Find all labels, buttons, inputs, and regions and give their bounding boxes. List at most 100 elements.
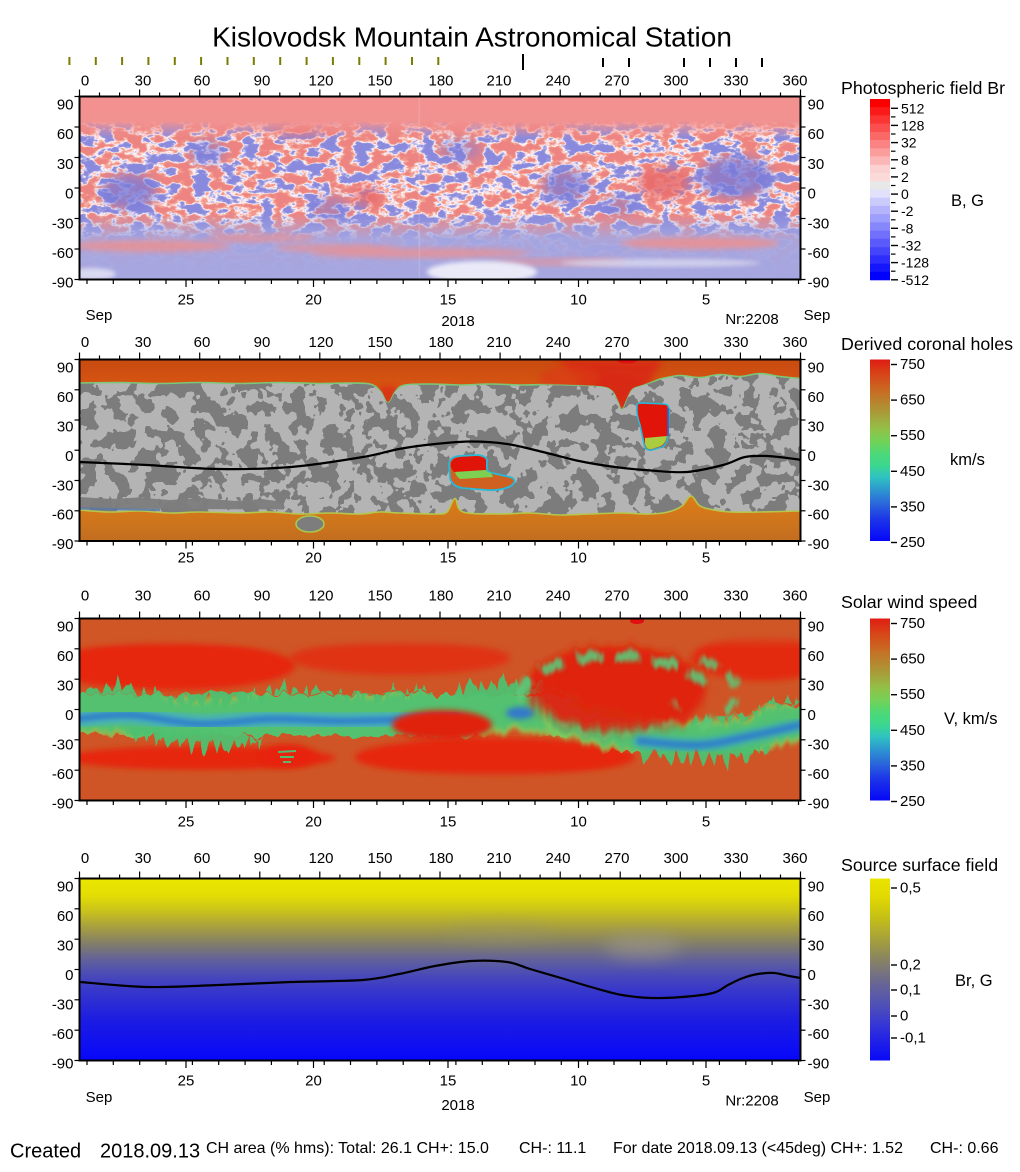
svg-text:30: 30	[808, 678, 825, 695]
svg-text:60: 60	[57, 389, 74, 406]
svg-text:15: 15	[440, 292, 457, 309]
svg-text:20: 20	[305, 1073, 322, 1090]
svg-text:20: 20	[305, 292, 322, 309]
svg-text:km/s: km/s	[950, 451, 985, 469]
svg-text:25: 25	[178, 1073, 195, 1090]
svg-text:2: 2	[901, 169, 909, 185]
svg-text:Created: Created	[10, 1141, 81, 1163]
svg-text:30: 30	[135, 73, 152, 90]
svg-text:V, km/s: V, km/s	[944, 710, 998, 728]
svg-text:180: 180	[428, 334, 453, 351]
svg-text:2018: 2018	[441, 313, 474, 330]
svg-text:330: 330	[723, 334, 748, 351]
svg-text:-60: -60	[808, 507, 830, 524]
svg-text:-60: -60	[52, 245, 74, 262]
svg-text:330: 330	[723, 73, 748, 90]
svg-text:150: 150	[367, 850, 392, 867]
svg-text:512: 512	[901, 100, 925, 116]
svg-text:-30: -30	[808, 477, 830, 494]
svg-text:60: 60	[194, 73, 211, 90]
svg-text:360: 360	[782, 588, 807, 605]
svg-text:60: 60	[808, 126, 825, 143]
svg-text:-90: -90	[808, 1056, 830, 1073]
svg-text:30: 30	[135, 334, 152, 351]
svg-text:15: 15	[440, 550, 457, 567]
svg-text:0: 0	[65, 707, 73, 724]
svg-text:25: 25	[178, 814, 195, 831]
svg-text:30: 30	[808, 938, 825, 955]
svg-text:5: 5	[702, 292, 710, 309]
svg-text:0,1: 0,1	[900, 982, 921, 999]
svg-text:-30: -30	[808, 215, 830, 232]
svg-text:210: 210	[486, 850, 511, 867]
svg-text:300: 300	[663, 334, 688, 351]
svg-text:90: 90	[808, 359, 825, 376]
svg-text:450: 450	[900, 463, 925, 480]
svg-text:60: 60	[57, 126, 74, 143]
svg-text:60: 60	[808, 648, 825, 665]
svg-text:25: 25	[178, 292, 195, 309]
svg-text:30: 30	[57, 418, 74, 435]
svg-text:-30: -30	[52, 997, 74, 1014]
svg-text:-90: -90	[52, 1056, 74, 1073]
svg-text:350: 350	[900, 498, 925, 515]
svg-text:240: 240	[545, 850, 570, 867]
svg-text:120: 120	[308, 588, 333, 605]
svg-text:360: 360	[782, 73, 807, 90]
svg-text:Sep: Sep	[86, 1089, 113, 1106]
svg-text:150: 150	[367, 73, 392, 90]
svg-text:-0,1: -0,1	[900, 1030, 926, 1047]
svg-text:30: 30	[57, 678, 74, 695]
svg-text:30: 30	[57, 156, 74, 173]
svg-text:2018: 2018	[441, 1097, 474, 1114]
svg-text:60: 60	[57, 908, 74, 925]
svg-text:-30: -30	[52, 737, 74, 754]
svg-text:32: 32	[901, 135, 917, 151]
svg-text:10: 10	[570, 550, 587, 567]
svg-text:-60: -60	[808, 245, 830, 262]
svg-text:90: 90	[254, 850, 271, 867]
svg-text:-8: -8	[901, 220, 914, 236]
svg-text:240: 240	[545, 334, 570, 351]
svg-text:0: 0	[65, 186, 73, 203]
svg-text:Source surface field: Source surface field	[841, 855, 998, 875]
svg-text:90: 90	[808, 618, 825, 635]
svg-text:CH area (% hms): Total: 26.1 C: CH area (% hms): Total: 26.1 CH+: 15.0	[206, 1140, 489, 1157]
svg-text:-90: -90	[808, 536, 830, 553]
svg-text:180: 180	[428, 850, 453, 867]
svg-text:0: 0	[81, 588, 89, 605]
svg-text:650: 650	[900, 651, 925, 668]
svg-text:-90: -90	[52, 796, 74, 813]
svg-text:60: 60	[194, 588, 211, 605]
svg-text:0: 0	[81, 73, 89, 90]
svg-text:0: 0	[808, 967, 816, 984]
svg-text:-2: -2	[901, 203, 914, 219]
svg-text:60: 60	[194, 334, 211, 351]
svg-text:Sep: Sep	[804, 1089, 831, 1106]
svg-text:-90: -90	[52, 275, 74, 292]
svg-text:210: 210	[486, 334, 511, 351]
svg-text:750: 750	[900, 356, 925, 373]
svg-text:30: 30	[57, 938, 74, 955]
svg-text:30: 30	[135, 850, 152, 867]
svg-text:5: 5	[702, 550, 710, 567]
svg-text:180: 180	[428, 73, 453, 90]
svg-text:-60: -60	[808, 1026, 830, 1043]
svg-text:650: 650	[900, 392, 925, 409]
svg-text:550: 550	[900, 686, 925, 703]
svg-text:90: 90	[808, 878, 825, 895]
svg-text:90: 90	[254, 73, 271, 90]
svg-text:0: 0	[81, 850, 89, 867]
svg-text:Derived coronal holes: Derived coronal holes	[841, 334, 1013, 354]
svg-text:360: 360	[782, 334, 807, 351]
svg-text:750: 750	[900, 615, 925, 632]
svg-text:240: 240	[545, 73, 570, 90]
svg-text:Kislovodsk Mountain Astronomic: Kislovodsk Mountain Astronomical Station	[212, 22, 732, 53]
svg-text:8: 8	[901, 152, 909, 168]
svg-text:120: 120	[308, 73, 333, 90]
svg-text:5: 5	[702, 814, 710, 831]
svg-text:25: 25	[178, 550, 195, 567]
svg-text:-30: -30	[808, 997, 830, 1014]
svg-text:150: 150	[367, 588, 392, 605]
svg-text:-60: -60	[52, 1026, 74, 1043]
